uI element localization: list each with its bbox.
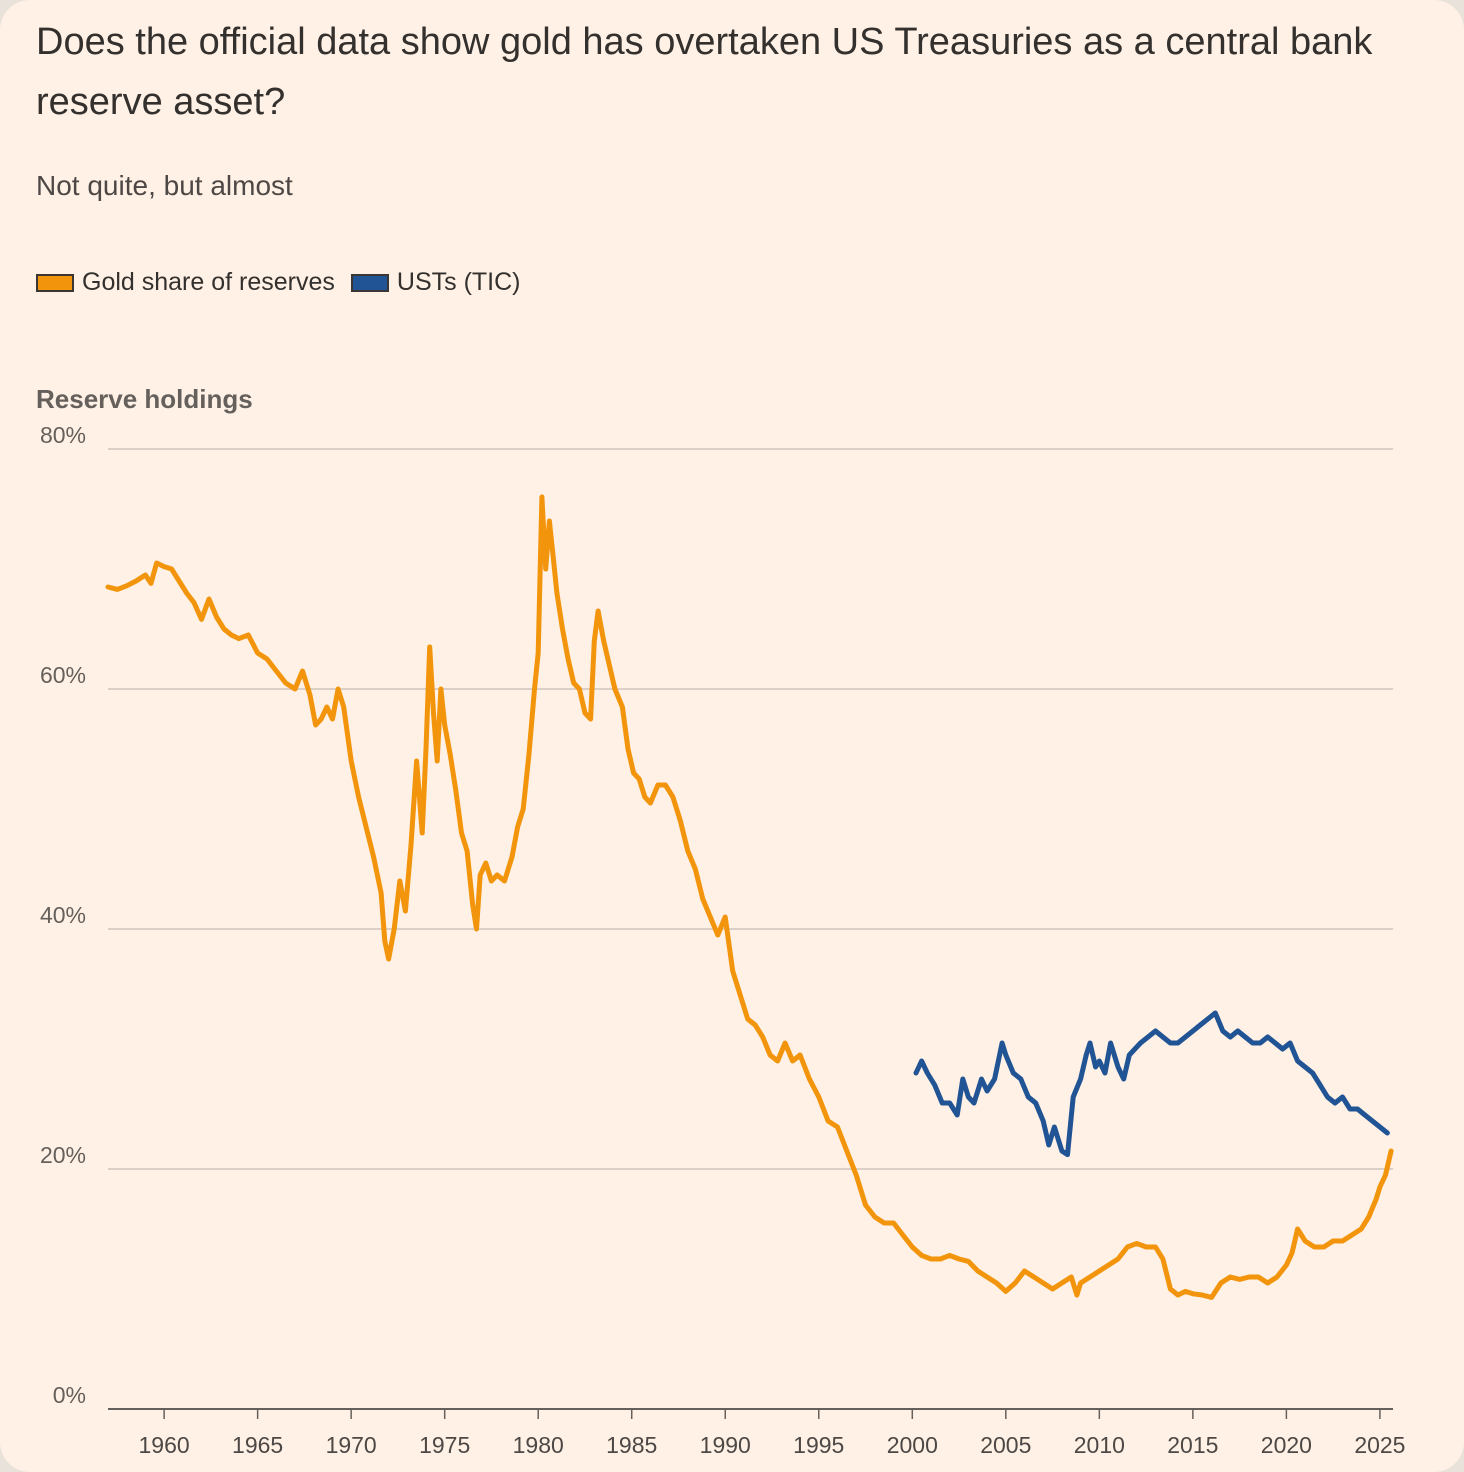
legend-item-ust: USTs (TIC) bbox=[350, 268, 521, 297]
series-line-gold-share bbox=[105, 494, 1394, 1300]
x-tick-label-1970: 1970 bbox=[326, 1432, 377, 1458]
x-tick-label-1975: 1975 bbox=[419, 1432, 470, 1458]
x-tick-label-2010: 2010 bbox=[1074, 1432, 1125, 1458]
x-tick-label-2005: 2005 bbox=[980, 1432, 1031, 1458]
legend-item-gold: Gold share of reserves bbox=[36, 268, 335, 297]
x-tick-label-1980: 1980 bbox=[513, 1432, 564, 1458]
x-tick-label-1990: 1990 bbox=[700, 1432, 751, 1458]
y-tick-label-60: 60% bbox=[40, 662, 86, 688]
legend-label-gold: Gold share of reserves bbox=[82, 268, 335, 296]
y-tick-label-80: 80% bbox=[40, 422, 86, 448]
x-tick-label-2025: 2025 bbox=[1354, 1432, 1405, 1458]
x-tick-label-2000: 2000 bbox=[887, 1432, 938, 1458]
x-tick-label-2015: 2015 bbox=[1167, 1432, 1218, 1458]
y-tick-label-20: 20% bbox=[40, 1142, 86, 1168]
legend-swatch-ust bbox=[350, 273, 389, 292]
legend-label-ust: USTs (TIC) bbox=[396, 268, 521, 296]
y-tick-label-0: 0% bbox=[53, 1382, 86, 1408]
x-tick-label-1965: 1965 bbox=[232, 1432, 283, 1458]
y-tick-label-40: 40% bbox=[40, 902, 86, 928]
x-tick-label-1995: 1995 bbox=[793, 1432, 844, 1458]
legend-swatch-gold bbox=[36, 273, 74, 292]
x-tick-label-1985: 1985 bbox=[606, 1432, 657, 1458]
x-tick-label-1960: 1960 bbox=[139, 1432, 190, 1458]
legend: Gold share of reserves USTs (TIC) bbox=[36, 268, 537, 297]
chart-title: Does the official data show gold has ove… bbox=[36, 21, 1373, 123]
chart-subtitle: Not quite, but almost bbox=[36, 170, 293, 201]
series-line-usts-tic bbox=[913, 1010, 1390, 1158]
x-tick-label-2020: 2020 bbox=[1261, 1432, 1312, 1458]
y-axis-title: Reserve holdings bbox=[36, 384, 253, 414]
